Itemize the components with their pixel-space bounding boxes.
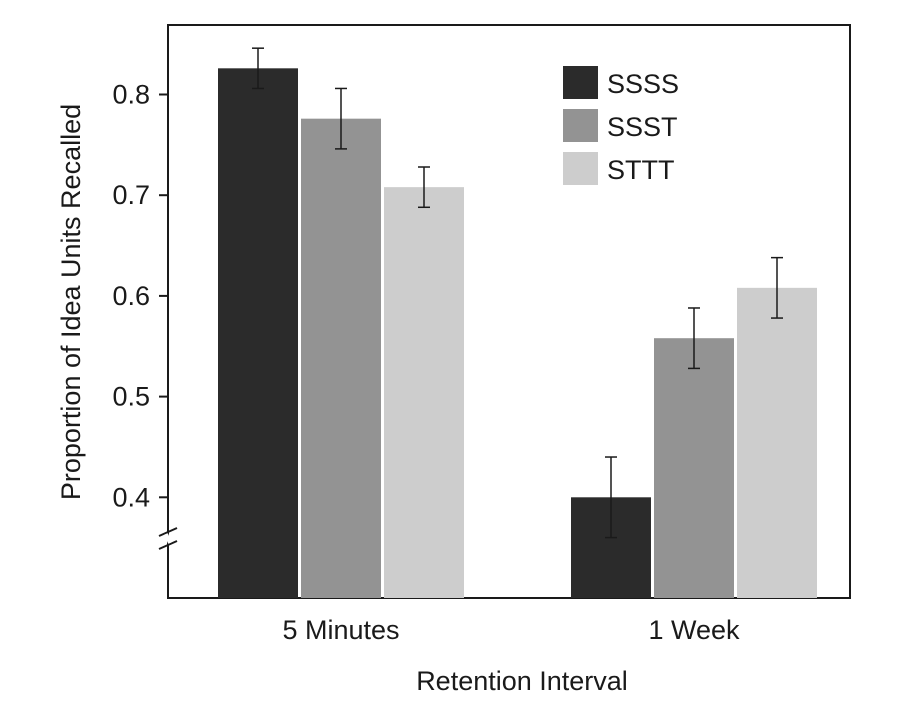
bar-ssst-1-week xyxy=(654,338,734,598)
y-axis: 0.4 0.5 0.6 0.7 0.8 xyxy=(112,80,168,512)
legend-label-ssss: SSSS xyxy=(607,69,679,99)
bar-sttt-1-week xyxy=(737,287,817,598)
bar-sttt-5-minutes xyxy=(384,187,464,599)
error-bar-sttt-5-minutes xyxy=(418,166,430,209)
bar-ssss-5-minutes xyxy=(218,68,298,599)
axis-break-mark xyxy=(158,527,178,550)
bars-layer xyxy=(218,68,817,599)
plot-frame xyxy=(167,24,851,599)
y-tick-label: 0.8 xyxy=(112,80,150,110)
bar-ssst-5-minutes xyxy=(301,118,381,598)
x-tick-label: 5 Minutes xyxy=(282,615,399,645)
error-bars-layer xyxy=(252,47,783,539)
x-axis-label: Retention Interval xyxy=(416,666,628,696)
x-tick-label: 1 Week xyxy=(648,615,740,645)
error-bar-ssss-1-week xyxy=(605,456,617,539)
error-bar-sttt-1-week xyxy=(771,256,783,319)
y-tick-label: 0.5 xyxy=(112,382,150,412)
y-axis-label: Proportion of Idea Units Recalled xyxy=(56,104,86,500)
y-tick-label: 0.6 xyxy=(112,281,150,311)
x-axis: 5 Minutes 1 Week xyxy=(282,615,740,645)
legend-swatch-ssss xyxy=(563,66,598,99)
legend-swatch-ssst xyxy=(563,109,598,142)
y-tick-label: 0.4 xyxy=(112,482,150,512)
legend-swatch-sttt xyxy=(563,152,598,185)
legend-label-sttt: STTT xyxy=(607,155,675,185)
error-bar-ssst-5-minutes xyxy=(335,87,347,150)
legend: SSSS SSST STTT xyxy=(563,66,679,185)
error-bar-ssss-5-minutes xyxy=(252,47,264,90)
error-bar-ssst-1-week xyxy=(688,307,700,370)
y-tick-label: 0.7 xyxy=(112,180,150,210)
legend-label-ssst: SSST xyxy=(607,112,678,142)
